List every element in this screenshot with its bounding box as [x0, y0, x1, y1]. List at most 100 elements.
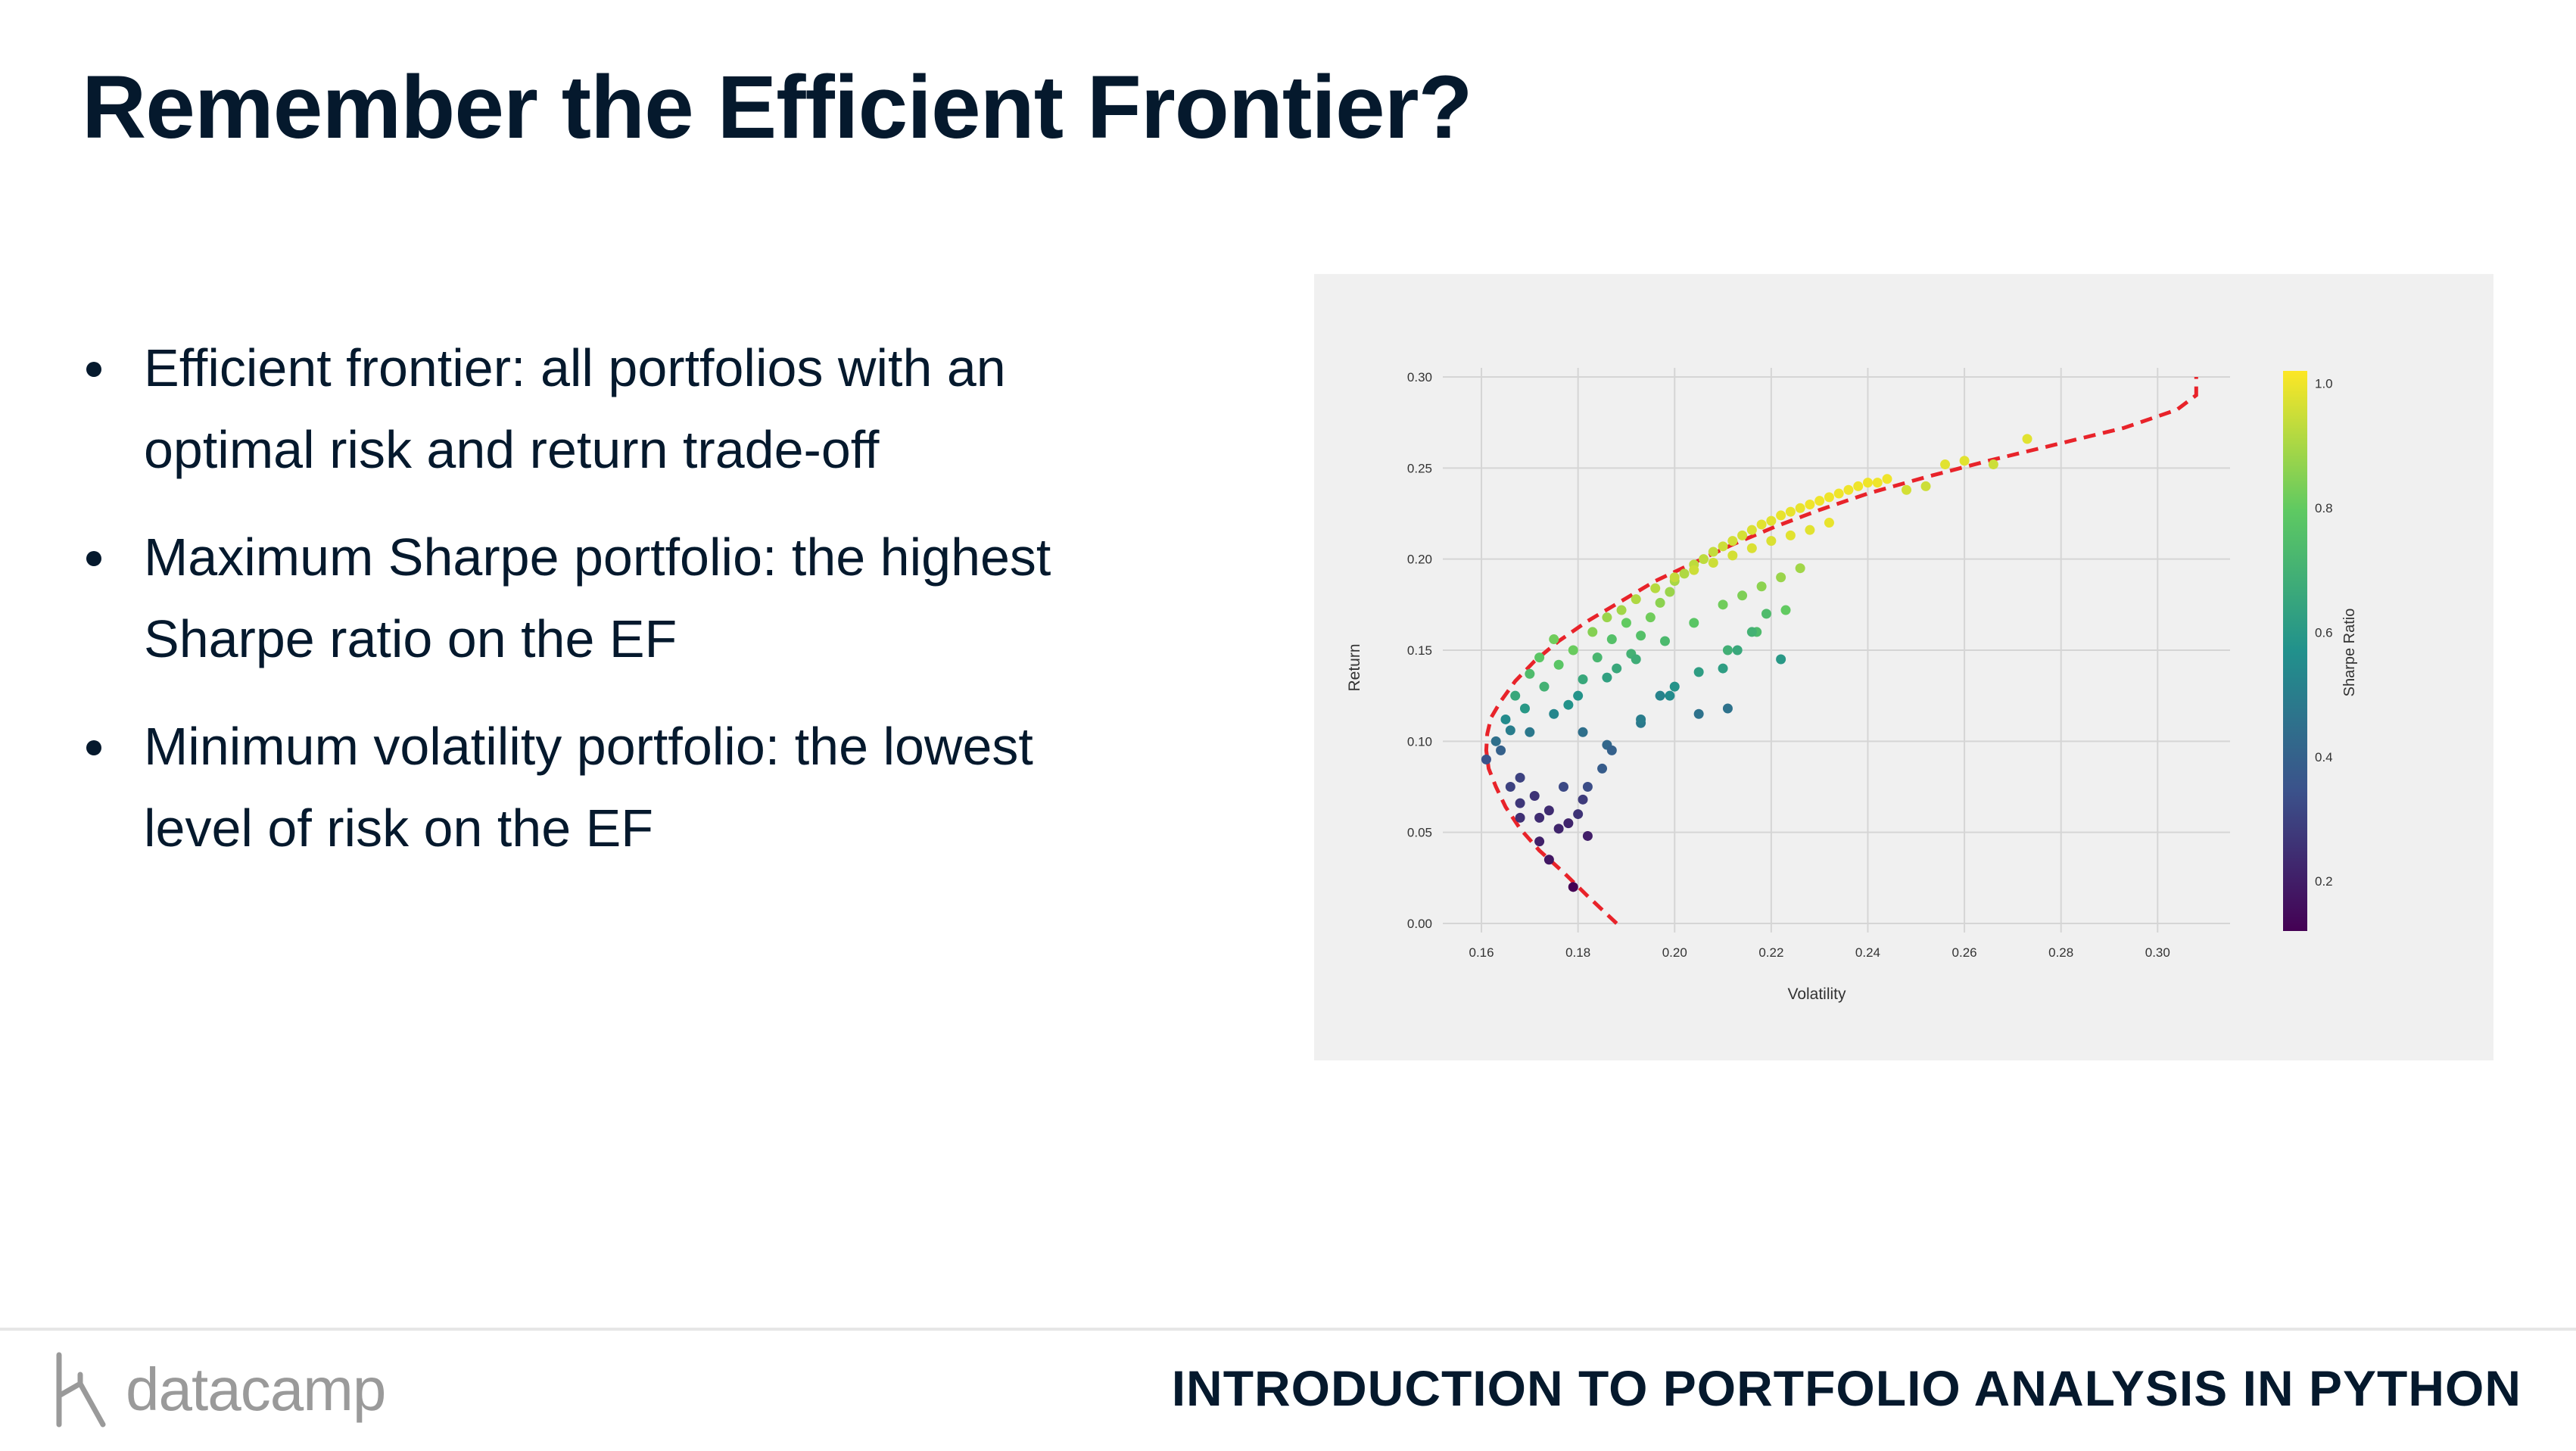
- scatter-point: [1732, 645, 1743, 655]
- scatter-point: [1563, 818, 1574, 829]
- scatter-point: [1718, 541, 1728, 552]
- y-axis-label: Return: [1346, 643, 1363, 691]
- scatter-point: [1573, 809, 1584, 820]
- y-tick-label: 0.30: [1407, 370, 1432, 385]
- x-tick-label: 0.18: [1565, 945, 1590, 960]
- scatter-point: [1602, 672, 1612, 683]
- scatter-point: [1534, 836, 1545, 847]
- colorbar-label: Sharpe Ratio: [2341, 609, 2358, 697]
- scatter-point: [1650, 583, 1661, 593]
- scatter-point: [1708, 546, 1718, 557]
- scatter-point: [1631, 594, 1641, 605]
- scatter-point: [1659, 636, 1670, 646]
- colorbar-tick-label: 0.6: [2315, 625, 2333, 640]
- scatter-point: [1529, 791, 1540, 802]
- scatter-point: [1689, 565, 1699, 575]
- bullet-max-sharpe: Maximum Sharpe portfolio: the highest Sh…: [82, 516, 1264, 680]
- scatter-point: [1578, 727, 1588, 737]
- scatter-point: [1563, 699, 1574, 710]
- scatter-point: [1882, 474, 1892, 484]
- colorbar-tick-label: 0.8: [2315, 501, 2333, 515]
- scatter-point: [1746, 525, 1757, 535]
- scatter-point: [1655, 597, 1665, 608]
- scatter-point: [1669, 681, 1680, 692]
- scatter-point: [1795, 503, 1805, 513]
- scatter-point: [1515, 772, 1525, 783]
- tick-labels: 0.16 0.18 0.20 0.22 0.24 0.26 0.28 0.30 0.00 0.05…: [1407, 370, 2170, 960]
- x-tick-label: 0.30: [2145, 945, 2170, 960]
- scatter-point: [1553, 659, 1564, 670]
- x-tick-label: 0.28: [2048, 945, 2073, 960]
- x-tick-label: 0.20: [1662, 945, 1687, 960]
- scatter-point: [1616, 605, 1627, 615]
- colorbar-tick-label: 0.2: [2315, 874, 2333, 889]
- scatter-point: [1722, 645, 1733, 655]
- scatter-point: [1515, 812, 1525, 823]
- chart-svg: 0.16 0.18 0.20 0.22 0.24 0.26 0.28 0.30 0.00 0.05…: [1346, 368, 2358, 1003]
- y-tick-label: 0.10: [1407, 734, 1432, 749]
- scatter-point: [1553, 824, 1564, 834]
- scatter-point: [1756, 581, 1767, 592]
- x-axis-label: Volatility: [1787, 985, 1846, 1003]
- scatter-point: [1549, 708, 1559, 719]
- scatter-point: [1737, 590, 1748, 601]
- efficient-frontier-chart: 0.16 0.18 0.20 0.22 0.24 0.26 0.28 0.30 0.00 0.05…: [1314, 274, 2493, 1060]
- scatter-point: [1920, 481, 1931, 491]
- colorbar-ticks: 0.2 0.4 0.6 0.8 1.0: [2315, 376, 2333, 889]
- scatter-point: [1568, 645, 1578, 655]
- scatter-point: [1543, 855, 1554, 865]
- scatter-point: [1824, 518, 1834, 528]
- scatter-point: [1988, 459, 1998, 470]
- scatter-point: [1539, 681, 1550, 692]
- scatter-point: [1693, 667, 1704, 677]
- scatter-point: [1500, 714, 1511, 724]
- scatter-point: [1582, 781, 1593, 792]
- scatter-point: [1727, 536, 1738, 546]
- scatter-point: [1718, 599, 1728, 610]
- bullet-line: Efficient frontier: all portfolios with …: [144, 338, 1006, 397]
- frontier-layer: [1484, 377, 2198, 925]
- footer-divider: [0, 1328, 2576, 1331]
- bullet-line: Maximum Sharpe portfolio: the highest: [144, 528, 1051, 587]
- scatter-point: [1525, 668, 1535, 679]
- scatter-point: [1872, 478, 1883, 488]
- scatter-point: [1636, 714, 1646, 724]
- grid: [1443, 368, 2230, 933]
- scatter-point: [1761, 609, 1771, 619]
- scatter-point: [1756, 519, 1767, 530]
- scatter-point: [1776, 654, 1786, 665]
- scatter-point: [1669, 572, 1680, 583]
- scatter-point: [1665, 587, 1675, 597]
- scatter-point: [1824, 492, 1834, 503]
- bullet-line: optimal risk and return trade-off: [144, 420, 880, 479]
- scatter-point: [1631, 654, 1641, 665]
- scatter-point: [1510, 690, 1521, 701]
- colorbar-tick-label: 1.0: [2315, 376, 2333, 391]
- scatter-point: [1746, 543, 1757, 553]
- scatter-point: [1693, 708, 1704, 719]
- x-tick-label: 0.24: [1855, 945, 1880, 960]
- scatter-point: [1776, 510, 1786, 521]
- datacamp-logo-icon: [56, 1352, 106, 1428]
- scatter-point: [1708, 557, 1718, 568]
- slide-title: Remember the Efficient Frontier?: [82, 58, 1473, 157]
- scatter-point: [1843, 484, 1854, 495]
- scatter-points: [1481, 434, 2032, 892]
- scatter-point: [1805, 525, 1815, 535]
- datacamp-logo[interactable]: datacamp: [53, 1352, 447, 1428]
- x-tick-label: 0.26: [1952, 945, 1977, 960]
- scatter-point: [1481, 754, 1491, 764]
- scatter-point: [1543, 805, 1554, 816]
- scatter-point: [1655, 690, 1665, 701]
- scatter-point: [1795, 563, 1805, 574]
- y-tick-label: 0.15: [1407, 643, 1432, 658]
- scatter-point: [1853, 481, 1864, 491]
- scatter-point: [1534, 652, 1545, 663]
- scatter-point: [1679, 568, 1690, 579]
- scatter-point: [1718, 663, 1728, 674]
- scatter-point: [1746, 627, 1757, 637]
- scatter-point: [1578, 674, 1588, 685]
- scatter-point: [1737, 530, 1748, 540]
- scatter-point: [1780, 605, 1791, 615]
- scatter-point: [1727, 550, 1738, 561]
